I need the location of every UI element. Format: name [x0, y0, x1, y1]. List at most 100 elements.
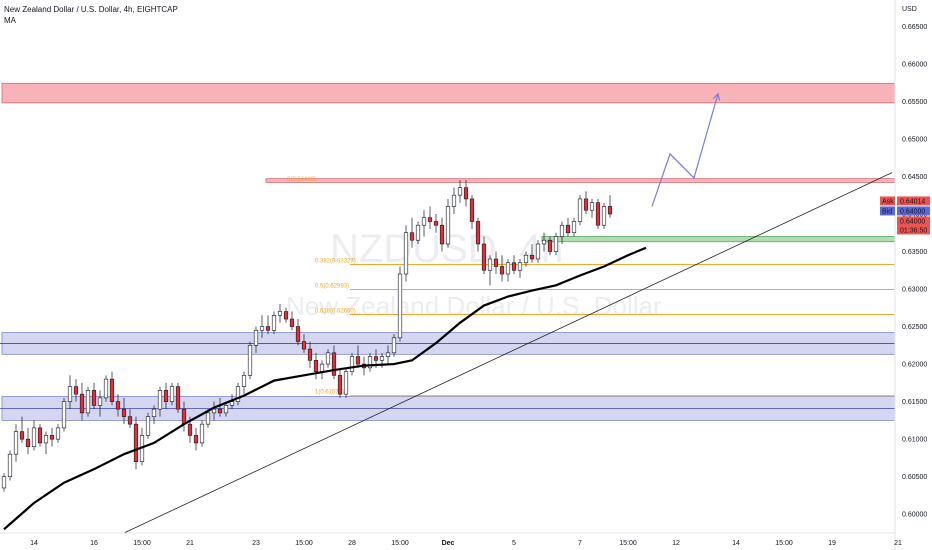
currency-label: USD — [902, 6, 917, 13]
candle — [523, 251, 529, 267]
trendline — [123, 172, 893, 534]
candle-body — [421, 217, 427, 226]
candle — [67, 375, 73, 410]
candle — [427, 206, 433, 229]
time-tick-label: 19 — [828, 540, 836, 547]
last-price-value: 0.64000 — [900, 218, 925, 225]
candle-body — [571, 221, 577, 234]
price-tick-label: 0.62500 — [902, 324, 927, 331]
candle-body — [247, 345, 253, 376]
candle-body — [181, 408, 187, 425]
candle — [367, 352, 373, 372]
candle-body — [157, 390, 163, 410]
candle-body — [457, 187, 463, 196]
price-tick-label: 0.64500 — [902, 174, 927, 181]
candle — [583, 191, 589, 214]
candle — [169, 382, 175, 406]
price-axis — [895, 0, 932, 550]
candle-body — [595, 202, 601, 226]
candle — [601, 202, 607, 229]
time-tick-label: 21 — [186, 540, 194, 547]
candle — [97, 390, 103, 417]
candle — [313, 352, 319, 380]
fib-label: 1(0.61579) — [315, 390, 344, 396]
candle-body — [193, 435, 199, 444]
time-tick-label: Dec — [442, 540, 455, 547]
candle — [331, 345, 337, 380]
candle — [415, 221, 421, 244]
time-tick-label: 16 — [90, 540, 98, 547]
time-tick-label: 15:00 — [619, 540, 637, 547]
candle — [439, 217, 445, 252]
watermark-name: New Zealand Dollar / U.S. Dollar — [286, 291, 662, 321]
candle — [253, 326, 259, 353]
candle — [199, 420, 205, 447]
candle-body — [151, 408, 157, 417]
projection-path — [651, 93, 719, 207]
candle — [235, 382, 241, 406]
candle — [85, 386, 91, 417]
candle-body — [175, 386, 181, 410]
candle — [247, 341, 253, 380]
candle-body — [427, 217, 433, 222]
candle-body — [469, 198, 475, 222]
candle-body — [235, 386, 241, 402]
candle-body — [439, 224, 445, 245]
candle-body — [127, 416, 133, 425]
time-tick-label: 14 — [732, 540, 740, 547]
candle — [31, 420, 37, 451]
candle — [151, 405, 157, 425]
candle-body — [163, 390, 169, 402]
candle-body — [283, 311, 289, 320]
candle-body — [121, 408, 127, 417]
candle-body — [589, 202, 595, 211]
price-tick-label: 0.63000 — [902, 287, 927, 294]
candle-body — [169, 386, 175, 402]
candle — [217, 397, 223, 417]
candle-body — [43, 435, 49, 444]
candle-body — [445, 206, 451, 245]
candle — [409, 217, 415, 248]
price-tick-label: 0.60000 — [902, 512, 927, 519]
candle-body — [313, 360, 319, 372]
candle — [49, 427, 55, 447]
candle — [595, 198, 601, 229]
candle-body — [325, 352, 331, 365]
candle — [355, 345, 361, 368]
candle — [115, 394, 121, 417]
candle-body — [391, 337, 397, 354]
candle-body — [91, 390, 97, 406]
candle-body — [511, 262, 517, 271]
candle — [289, 311, 295, 331]
candle — [133, 416, 139, 470]
candle-body — [505, 262, 511, 275]
candle-body — [211, 408, 217, 414]
candle — [487, 255, 493, 286]
candle — [475, 217, 481, 252]
candle-body — [31, 427, 37, 447]
candle — [79, 382, 85, 421]
sell-zone — [265, 178, 896, 183]
candle-body — [481, 243, 487, 271]
candle — [205, 409, 211, 428]
time-tick-label: 15:00 — [133, 540, 151, 547]
candle — [457, 180, 463, 203]
time-tick-label: 15:00 — [391, 540, 409, 547]
candle-body — [565, 224, 571, 234]
candles-group — [1, 180, 613, 492]
candle — [589, 198, 595, 218]
time-tick-label: 28 — [348, 540, 356, 547]
candle — [211, 401, 217, 421]
candle-body — [541, 239, 547, 245]
candle — [451, 187, 457, 214]
candle — [397, 266, 403, 342]
candle — [241, 371, 247, 395]
candle — [295, 319, 301, 346]
candle-body — [259, 326, 265, 331]
candle-body — [577, 198, 583, 222]
candle — [337, 367, 343, 398]
ask-value: 0.64014 — [900, 198, 925, 205]
